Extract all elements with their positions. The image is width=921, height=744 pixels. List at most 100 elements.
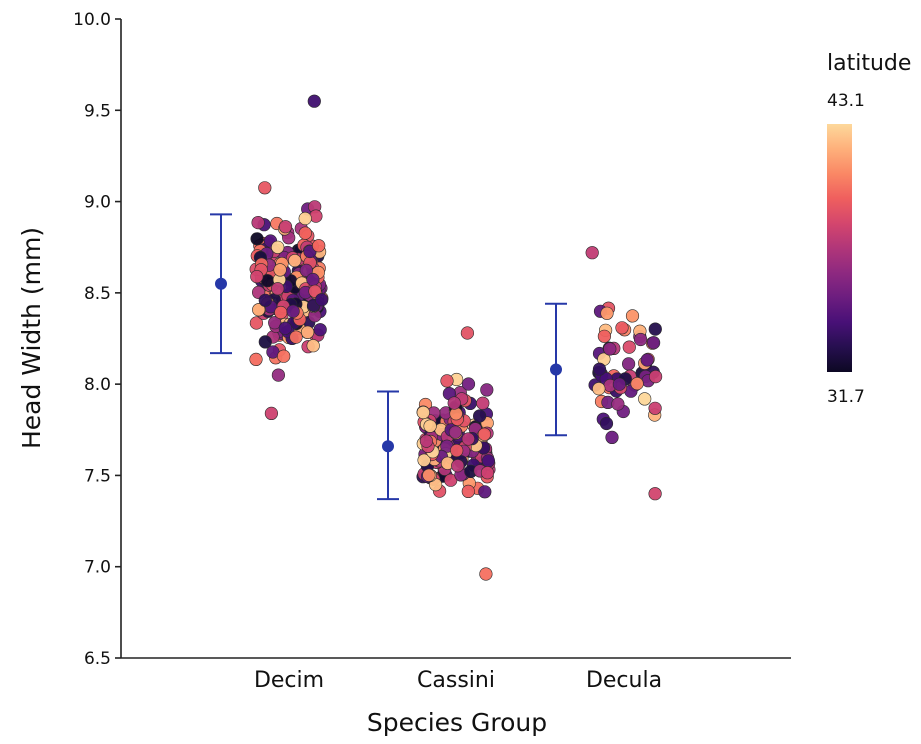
x-tick-label: Decula: [586, 668, 662, 693]
data-point: [315, 293, 329, 307]
data-point: [451, 459, 465, 473]
y-tick-label: 9.0: [84, 193, 111, 213]
data-point: [416, 405, 430, 420]
data-point: [473, 409, 487, 423]
data-point: [288, 254, 302, 268]
data-point: [450, 443, 464, 458]
data-point: [600, 306, 614, 320]
data-point: [461, 484, 475, 499]
data-point: [448, 425, 463, 439]
data-point: [299, 263, 313, 278]
data-point: [250, 270, 264, 284]
data-point: [274, 305, 288, 320]
data-point: [312, 239, 326, 253]
data-point: [258, 335, 272, 349]
data-point: [258, 293, 272, 307]
data-point: [648, 401, 662, 415]
data-point: [252, 303, 266, 317]
data-point: [603, 342, 617, 356]
data-point: [461, 432, 475, 446]
data-point: [611, 397, 625, 411]
data-point: [478, 485, 492, 499]
data-point: [615, 321, 629, 335]
data-point: [301, 325, 315, 339]
y-tick-label: 9.5: [84, 101, 111, 121]
data-point: [271, 282, 285, 296]
legend-max-label: 43.1: [827, 91, 865, 111]
data-point: [298, 211, 312, 226]
data-point: [648, 487, 662, 501]
data-point: [273, 263, 287, 277]
summary-markers: [210, 213, 567, 501]
data-point: [251, 216, 265, 230]
data-point: [621, 357, 636, 371]
data-point: [278, 220, 293, 234]
data-point: [597, 329, 612, 343]
data-point: [250, 232, 264, 246]
data-point: [271, 240, 285, 254]
data-point: [638, 392, 652, 406]
data-point: [648, 370, 663, 384]
data-point: [249, 352, 263, 367]
data-point: [264, 406, 279, 421]
x-tick-label: Cassini: [417, 668, 495, 693]
data-point: [422, 468, 436, 482]
data-point: [271, 368, 286, 382]
legend-title: latitude: [827, 51, 911, 76]
data-point: [286, 304, 300, 318]
data-point: [625, 309, 640, 323]
data-point: [417, 453, 431, 467]
y-tick-label: 10.0: [73, 10, 111, 30]
data-point: [477, 427, 492, 441]
data-point: [309, 209, 323, 223]
data-point: [298, 226, 312, 240]
data-point: [633, 332, 648, 347]
data-point: [249, 316, 263, 330]
y-tick-label: 8.0: [84, 375, 111, 395]
data-point: [440, 374, 454, 388]
data-point: [277, 349, 291, 363]
data-point: [630, 377, 644, 391]
x-tick-label: Decim: [254, 668, 324, 693]
data-point: [605, 430, 619, 445]
mean-marker: [550, 363, 562, 376]
y-tick-label: 7.0: [84, 558, 111, 578]
data-point: [306, 272, 320, 287]
x-axis-title: Species Group: [367, 708, 547, 737]
mean-marker: [382, 440, 394, 453]
data-point: [278, 321, 292, 335]
y-axis: 6.5 7.0 7.5 8.0 8.5 9.0 9.5 10.0: [73, 10, 122, 669]
colorbar: [827, 124, 852, 372]
y-axis-title: Head Width (mm): [17, 227, 46, 449]
data-point: [592, 362, 607, 376]
data-point: [646, 336, 661, 350]
data-point: [476, 396, 490, 410]
data-point: [479, 567, 493, 581]
data-point: [480, 383, 494, 397]
data-point: [612, 377, 627, 391]
x-axis: Decim Cassini Decula: [121, 657, 791, 693]
data-point: [460, 326, 475, 340]
legend-min-label: 31.7: [827, 387, 865, 407]
data-point: [313, 323, 327, 337]
y-tick-label: 8.5: [84, 284, 111, 304]
y-tick-label: 7.5: [84, 466, 111, 486]
data-points: [249, 94, 663, 581]
data-point: [648, 322, 662, 336]
data-point: [480, 466, 495, 480]
data-point: [461, 377, 476, 391]
data-point: [622, 340, 636, 354]
data-point: [289, 330, 303, 344]
data-point: [640, 353, 654, 367]
data-point: [585, 246, 599, 260]
colorbar-legend: latitude 43.1 31.7: [827, 51, 911, 407]
data-point: [481, 454, 496, 468]
data-point: [599, 416, 614, 431]
data-point: [268, 316, 282, 330]
data-point: [592, 382, 606, 396]
data-point: [423, 419, 437, 433]
data-point: [447, 396, 461, 410]
data-point: [306, 339, 320, 353]
mean-marker: [215, 277, 227, 290]
